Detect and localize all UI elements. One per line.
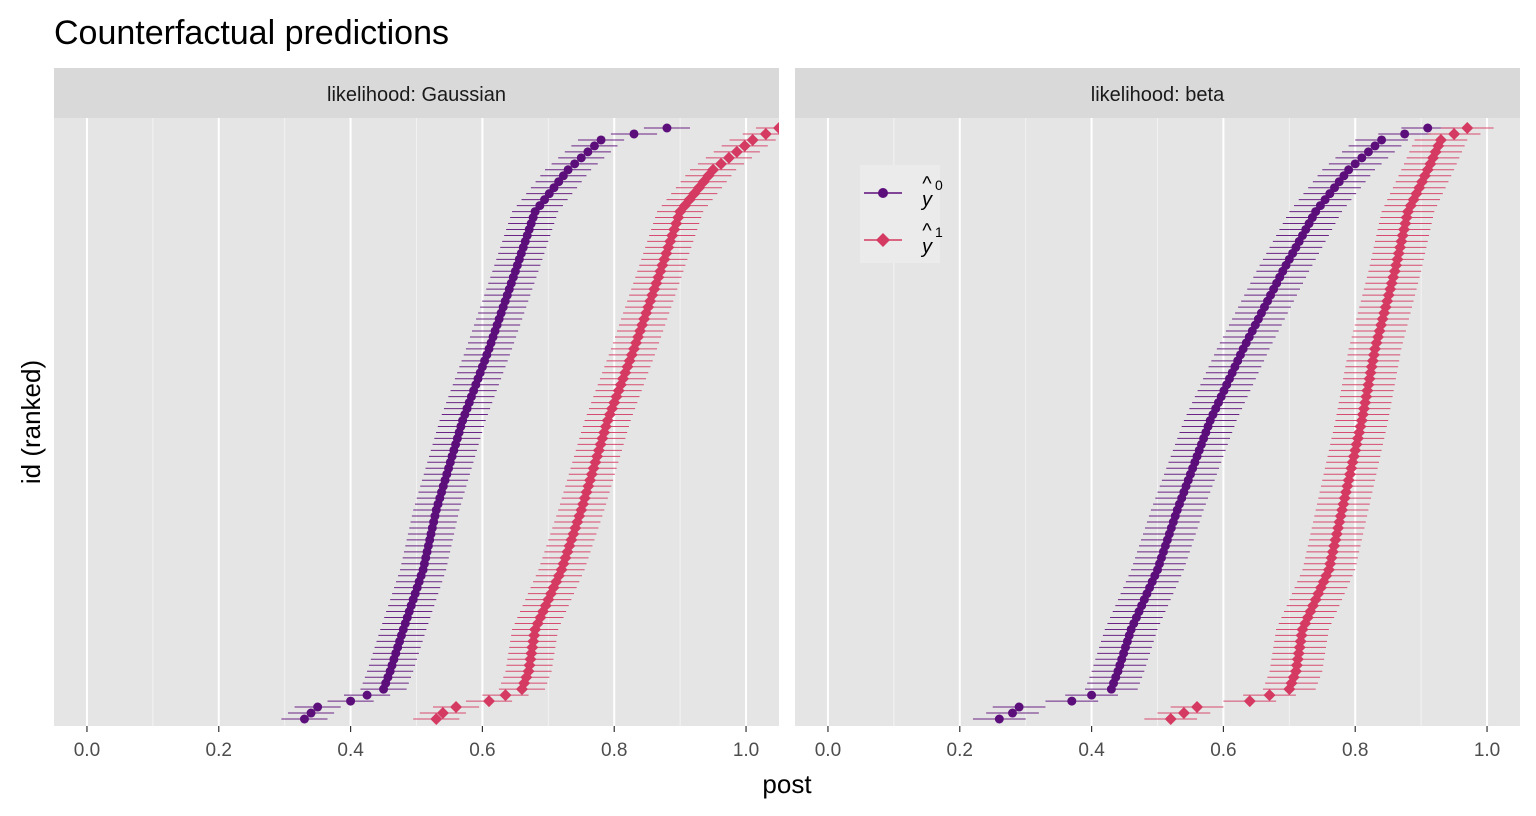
x-tick-label: 0.4	[1078, 740, 1105, 761]
chart-title: Counterfactual predictions	[54, 14, 449, 52]
strip-label: likelihood: Gaussian	[327, 84, 506, 106]
legend-item-y0: y ^ 0	[864, 173, 943, 211]
x-tick-label: 0.8	[601, 740, 627, 761]
point-y0	[1370, 141, 1380, 151]
x-tick-label: 0.8	[1342, 740, 1368, 761]
x-axis-title: post	[762, 769, 812, 799]
point-y1	[430, 713, 443, 725]
point-y0	[563, 165, 573, 175]
point-y1	[730, 145, 743, 158]
legend-label-y0: y	[920, 189, 933, 211]
point-y1	[499, 689, 512, 702]
legend-background	[860, 165, 940, 263]
point-y0	[1087, 690, 1097, 700]
point-y0	[589, 141, 599, 151]
strip-background	[54, 68, 779, 118]
point-y0	[662, 123, 672, 133]
point-y0	[1008, 708, 1017, 718]
x-tick-label: 0.2	[947, 740, 973, 761]
point-y0	[346, 696, 356, 706]
marks	[972, 122, 1494, 725]
point-y1	[746, 133, 759, 146]
panel-beta: likelihood: beta 0.0 0.2 0.4 0.6 0.8 1.0	[795, 68, 1520, 761]
point-y0	[362, 690, 372, 700]
point-y0	[1344, 165, 1354, 175]
point-y0	[1400, 129, 1410, 139]
x-axis-ticks: 0.0 0.2 0.4 0.6 0.8 1.0	[74, 726, 759, 761]
point-y1	[1334, 510, 1347, 523]
point-y1	[450, 701, 463, 714]
point-y1	[722, 151, 735, 164]
legend: y ^ 0 y ^ 1	[860, 165, 943, 263]
x-tick-label: 0.2	[206, 740, 232, 761]
x-tick-label: 1.0	[733, 740, 759, 761]
x-tick-label: 1.0	[1474, 740, 1500, 761]
legend-hat-y1: ^	[922, 220, 932, 242]
strip-label: likelihood: beta	[1091, 84, 1225, 106]
point-y0	[313, 702, 323, 712]
point-y1	[573, 510, 586, 523]
point-y0	[1014, 702, 1024, 712]
legend-label-y1: y	[920, 236, 933, 258]
panel-gaussian: likelihood: Gaussian 0.0 0.2 0.4 0.6 0.8 1.0	[54, 68, 779, 761]
point-y0	[306, 708, 316, 718]
point-y1	[1191, 701, 1204, 714]
point-y0	[629, 129, 639, 139]
point-y0	[1067, 696, 1077, 706]
point-y0	[1363, 147, 1373, 157]
point-y0	[596, 135, 606, 145]
legend-sup-y0: 0	[935, 177, 943, 193]
marks	[281, 122, 779, 725]
point-y0	[576, 153, 586, 163]
point-y1	[707, 163, 720, 176]
point-y1	[773, 122, 779, 134]
point-y0	[1377, 135, 1387, 145]
legend-hat-y0: ^	[922, 173, 932, 195]
point-y0	[299, 714, 309, 724]
legend-sup-y1: 1	[935, 224, 943, 240]
point-y0	[1357, 153, 1367, 163]
point-y1	[1164, 713, 1177, 725]
point-y1	[1243, 695, 1256, 708]
x-tick-label: 0.0	[815, 740, 841, 761]
point-y1	[1263, 689, 1276, 702]
x-tick-label: 0.4	[337, 740, 364, 761]
x-tick-label: 0.6	[1210, 740, 1236, 761]
point-y1	[759, 127, 772, 140]
point-y1	[1434, 133, 1447, 146]
point-y0	[570, 159, 580, 169]
point-y1	[436, 707, 449, 720]
legend-key-point-y1	[876, 233, 890, 247]
strip-background	[795, 68, 1520, 118]
point-y0	[994, 714, 1004, 724]
point-y0	[1350, 159, 1360, 169]
point-y1	[738, 139, 751, 152]
x-tick-label: 0.6	[469, 740, 495, 761]
legend-key-point-y0	[878, 188, 888, 198]
x-tick-label: 0.0	[74, 740, 100, 761]
point-y0	[583, 147, 593, 157]
point-y1	[1448, 127, 1461, 140]
point-y1	[1177, 707, 1190, 720]
point-y0	[1423, 123, 1433, 133]
x-axis-ticks: 0.0 0.2 0.4 0.6 0.8 1.0	[815, 726, 1500, 761]
y-axis-title: id (ranked)	[16, 360, 46, 484]
point-y1	[483, 695, 495, 708]
legend-item-y1: y ^ 1	[864, 220, 943, 258]
point-y1	[715, 157, 727, 170]
point-y1	[1461, 122, 1474, 134]
